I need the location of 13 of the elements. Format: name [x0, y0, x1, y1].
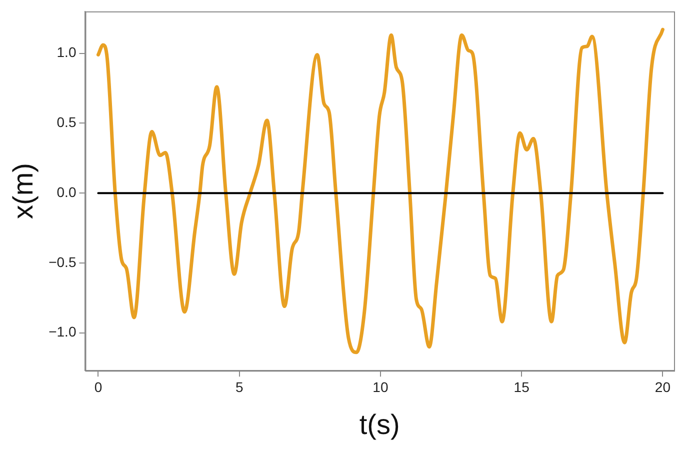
- y-tick-label: −1.0: [48, 324, 76, 340]
- y-tick-label: 0.5: [56, 114, 76, 130]
- y-tick-label: −0.5: [48, 254, 76, 270]
- x-tick-label: 20: [654, 378, 671, 395]
- line-series: [96, 28, 664, 354]
- x-tick-label: 0: [94, 378, 102, 395]
- x-tick-label: 15: [514, 378, 530, 395]
- x-axis-title: t(s): [359, 408, 400, 440]
- y-axis-title: x(m): [8, 163, 39, 219]
- x-tick-label: 10: [372, 378, 388, 395]
- y-tick-label: 0.0: [56, 184, 76, 200]
- x-tick-label: 5: [235, 378, 244, 395]
- y-tick-label: 1.0: [56, 44, 76, 60]
